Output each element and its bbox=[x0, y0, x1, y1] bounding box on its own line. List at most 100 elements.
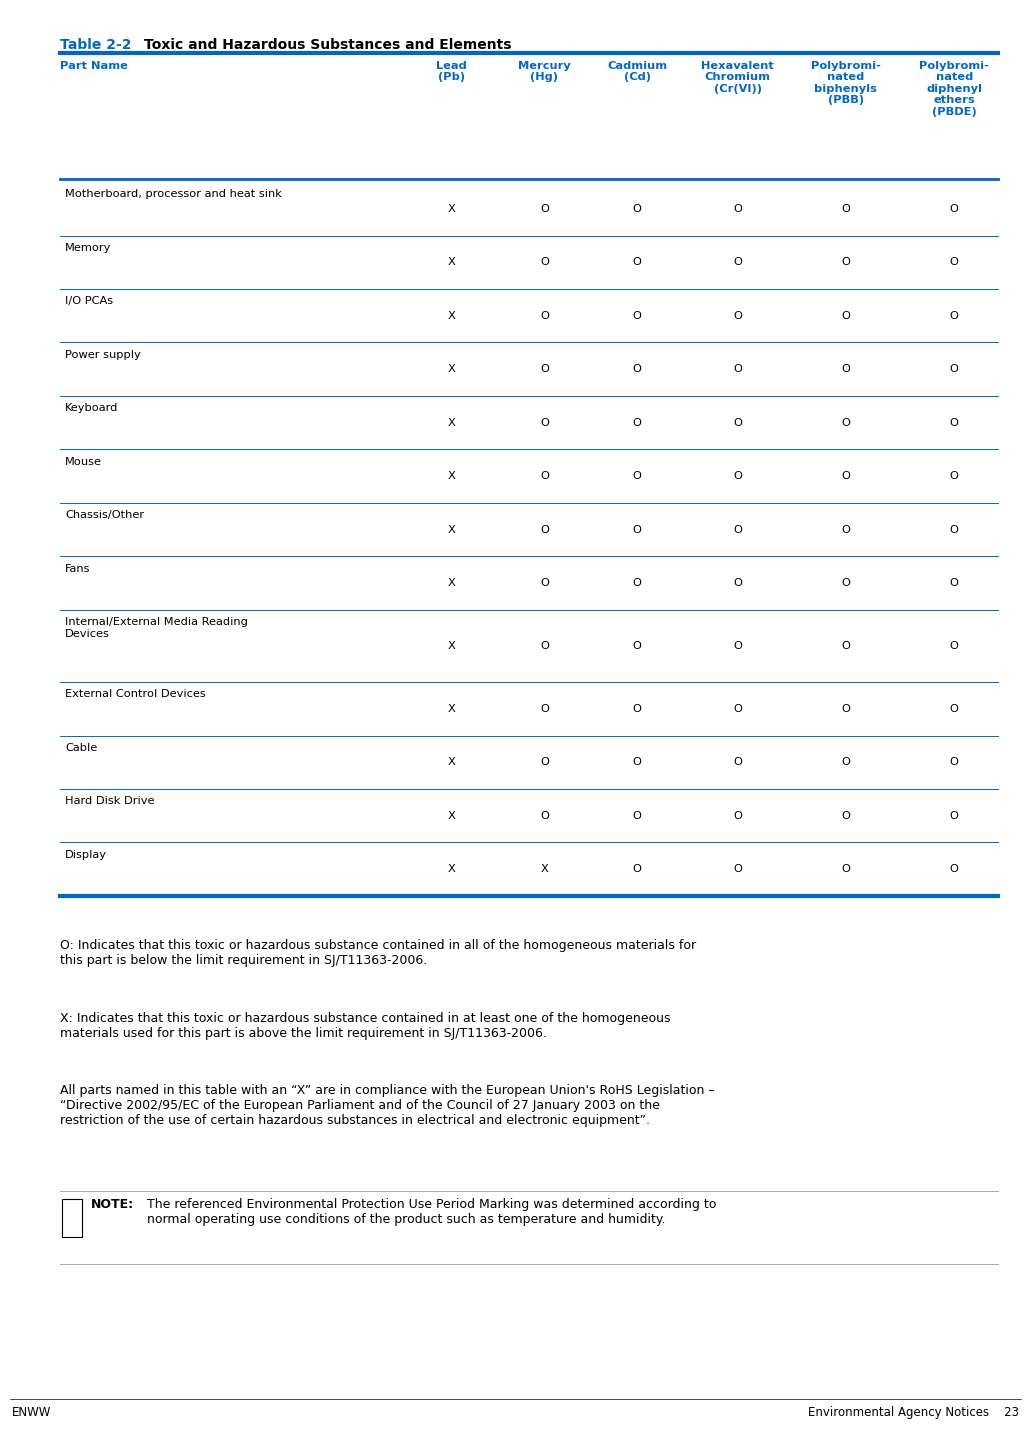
Text: O: O bbox=[540, 364, 548, 374]
Text: O: O bbox=[841, 642, 851, 650]
Text: X: X bbox=[447, 418, 456, 428]
Text: The referenced Environmental Protection Use Period Marking was determined accord: The referenced Environmental Protection … bbox=[147, 1198, 717, 1225]
Text: Polybromi-
nated
diphenyl
ethers
(PBDE): Polybromi- nated diphenyl ethers (PBDE) bbox=[920, 61, 989, 117]
Text: O: O bbox=[950, 811, 959, 821]
Text: Internal/External Media Reading
Devices: Internal/External Media Reading Devices bbox=[65, 617, 247, 639]
Text: O: O bbox=[733, 757, 742, 767]
Text: O: O bbox=[950, 642, 959, 650]
Text: O: O bbox=[841, 578, 851, 588]
Text: O: O bbox=[633, 642, 641, 650]
Text: O: O bbox=[841, 864, 851, 874]
Text: Part Name: Part Name bbox=[60, 61, 128, 71]
Text: X: X bbox=[447, 311, 456, 321]
Text: Polybromi-
nated
biphenyls
(PBB): Polybromi- nated biphenyls (PBB) bbox=[811, 61, 880, 105]
Text: O: O bbox=[540, 704, 548, 714]
Text: O: O bbox=[540, 578, 548, 588]
Text: O: O bbox=[841, 704, 851, 714]
Text: O: O bbox=[950, 418, 959, 428]
Text: O: O bbox=[633, 364, 641, 374]
Text: X: X bbox=[447, 364, 456, 374]
Text: X: X bbox=[447, 257, 456, 267]
Text: O: O bbox=[950, 704, 959, 714]
Text: External Control Devices: External Control Devices bbox=[65, 689, 206, 699]
Text: O: O bbox=[733, 704, 742, 714]
Text: O: O bbox=[950, 204, 959, 214]
Text: O: O bbox=[950, 257, 959, 267]
Text: X: X bbox=[447, 642, 456, 650]
Text: O: O bbox=[633, 311, 641, 321]
Text: Motherboard, processor and heat sink: Motherboard, processor and heat sink bbox=[65, 189, 281, 199]
Text: X: X bbox=[447, 471, 456, 481]
Text: Mercury
(Hg): Mercury (Hg) bbox=[518, 61, 571, 82]
Text: Hexavalent
Chromium
(Cr(VI)): Hexavalent Chromium (Cr(VI)) bbox=[701, 61, 774, 94]
Text: ENWW: ENWW bbox=[12, 1406, 52, 1419]
Text: X: X bbox=[447, 525, 456, 535]
Text: Cadmium
(Cd): Cadmium (Cd) bbox=[607, 61, 667, 82]
Text: O: O bbox=[633, 757, 641, 767]
Text: Power supply: Power supply bbox=[65, 350, 140, 360]
Text: O: O bbox=[950, 578, 959, 588]
Text: X: X bbox=[447, 204, 456, 214]
Text: O: O bbox=[733, 204, 742, 214]
Text: X: X bbox=[540, 864, 548, 874]
Text: O: O bbox=[733, 257, 742, 267]
Text: O: O bbox=[540, 204, 548, 214]
Text: O: O bbox=[733, 471, 742, 481]
Text: O: O bbox=[733, 525, 742, 535]
Text: O: O bbox=[841, 204, 851, 214]
Text: Keyboard: Keyboard bbox=[65, 403, 119, 413]
Text: O: O bbox=[841, 471, 851, 481]
Text: O: O bbox=[733, 864, 742, 874]
Text: O: O bbox=[540, 311, 548, 321]
Text: O: O bbox=[633, 204, 641, 214]
Text: O: O bbox=[733, 642, 742, 650]
Text: Fans: Fans bbox=[65, 564, 91, 574]
Text: O: O bbox=[950, 757, 959, 767]
Text: O: O bbox=[841, 364, 851, 374]
Text: Lead
(Pb): Lead (Pb) bbox=[436, 61, 467, 82]
Text: O: O bbox=[841, 418, 851, 428]
Text: X: X bbox=[447, 757, 456, 767]
Text: O: O bbox=[633, 525, 641, 535]
Text: Display: Display bbox=[65, 850, 107, 860]
Text: O: O bbox=[733, 418, 742, 428]
Text: O: O bbox=[633, 704, 641, 714]
Text: O: O bbox=[950, 311, 959, 321]
Text: O: O bbox=[950, 364, 959, 374]
Text: O: O bbox=[733, 578, 742, 588]
Text: O: O bbox=[950, 864, 959, 874]
Text: O: O bbox=[633, 811, 641, 821]
Text: O: O bbox=[841, 757, 851, 767]
Text: Cable: Cable bbox=[65, 743, 97, 753]
FancyBboxPatch shape bbox=[62, 1199, 82, 1237]
Text: Chassis/Other: Chassis/Other bbox=[65, 510, 144, 520]
Text: O: O bbox=[633, 418, 641, 428]
Text: NOTE:: NOTE: bbox=[91, 1198, 134, 1211]
Text: O: O bbox=[633, 471, 641, 481]
Text: I/O PCAs: I/O PCAs bbox=[65, 296, 113, 306]
Text: X: X bbox=[447, 811, 456, 821]
Text: O: O bbox=[733, 811, 742, 821]
Text: Mouse: Mouse bbox=[65, 457, 102, 467]
Text: Toxic and Hazardous Substances and Elements: Toxic and Hazardous Substances and Eleme… bbox=[144, 38, 511, 52]
Text: O: O bbox=[540, 257, 548, 267]
Text: Environmental Agency Notices    23: Environmental Agency Notices 23 bbox=[807, 1406, 1019, 1419]
Text: O: O bbox=[841, 811, 851, 821]
Text: X: X bbox=[447, 704, 456, 714]
Text: O: O bbox=[540, 757, 548, 767]
Text: O: O bbox=[540, 811, 548, 821]
Text: O: O bbox=[540, 525, 548, 535]
Text: X: X bbox=[447, 864, 456, 874]
Text: O: O bbox=[733, 364, 742, 374]
Text: O: O bbox=[841, 257, 851, 267]
Text: O: O bbox=[633, 864, 641, 874]
Text: X: X bbox=[447, 578, 456, 588]
Text: All parts named in this table with an “X” are in compliance with the European Un: All parts named in this table with an “X… bbox=[60, 1084, 714, 1127]
Text: Table 2-2: Table 2-2 bbox=[60, 38, 131, 52]
Text: O: O bbox=[950, 525, 959, 535]
Text: O: O bbox=[540, 418, 548, 428]
Text: X: Indicates that this toxic or hazardous substance contained in at least one of: X: Indicates that this toxic or hazardou… bbox=[60, 1011, 670, 1039]
Text: O: O bbox=[733, 311, 742, 321]
Text: Hard Disk Drive: Hard Disk Drive bbox=[65, 796, 155, 806]
Text: O: O bbox=[540, 471, 548, 481]
